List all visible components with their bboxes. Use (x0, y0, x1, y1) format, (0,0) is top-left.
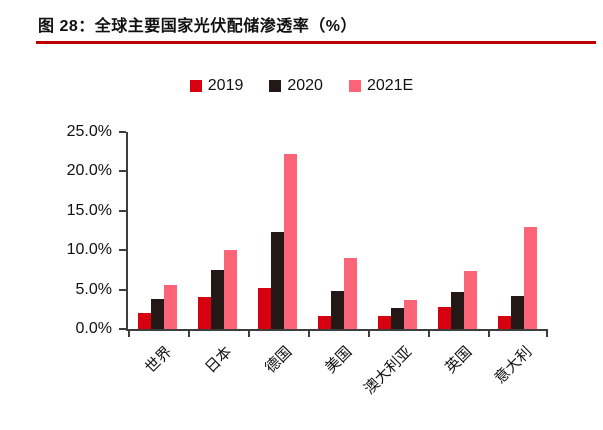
bar-2019-澳大利亚 (378, 316, 391, 329)
legend-swatch-icon (348, 80, 361, 92)
bar-2019-英国 (438, 306, 451, 329)
figure-title: 图 28：全球主要国家光伏配储渗透率（%） (38, 18, 357, 35)
y-axis-tick (119, 328, 126, 330)
legend-item-2019: 2019 (189, 77, 244, 95)
x-axis-category-label: 德国 (262, 343, 296, 377)
bar-2021E-德国 (284, 154, 297, 329)
legend-label: 2020 (287, 77, 323, 94)
x-axis-category-label: 澳大利亚 (360, 343, 416, 398)
title-underline-rule (36, 41, 596, 44)
bar-2019-日本 (198, 297, 211, 329)
bar-2021E-世界 (164, 284, 177, 329)
y-axis-tick-label: 0.0% (75, 320, 112, 337)
chart-legend: 2019 2020 2021E (0, 76, 603, 96)
x-axis-category-label: 意大利 (491, 343, 536, 388)
y-axis-line (126, 132, 128, 331)
bar-2021E-澳大利亚 (404, 299, 417, 329)
bar-2021E-意大利 (524, 226, 537, 329)
bar-2020-世界 (151, 299, 164, 329)
x-axis-category-label: 美国 (322, 343, 356, 377)
x-axis-tick (188, 331, 190, 337)
x-axis-tick (128, 331, 130, 337)
legend-item-2020: 2020 (269, 77, 323, 95)
bar-2019-美国 (318, 316, 331, 329)
bar-2020-意大利 (511, 295, 524, 329)
legend-label: 2021E (366, 77, 414, 94)
bar-2019-世界 (138, 313, 151, 329)
bar-2019-意大利 (498, 315, 511, 329)
y-axis-tick (119, 209, 126, 212)
legend-swatch-icon (269, 80, 282, 92)
bar-2020-澳大利亚 (391, 307, 404, 329)
legend-swatch-icon (189, 80, 202, 92)
bar-2020-日本 (211, 269, 224, 329)
legend-label: 2019 (207, 77, 244, 94)
y-axis-tick-label: 20.0% (66, 162, 112, 180)
bar-2020-德国 (271, 232, 284, 329)
legend-item-2021E: 2021E (348, 77, 414, 95)
y-axis-tick-label: 5.0% (75, 280, 112, 298)
x-axis-category-label: 日本 (202, 343, 236, 377)
bar-2021E-美国 (344, 258, 357, 329)
x-axis-category-label: 世界 (142, 343, 176, 377)
bar-2020-英国 (451, 291, 464, 329)
bar-2019-德国 (258, 288, 271, 329)
y-axis-tick (119, 249, 126, 252)
y-axis-tick (119, 288, 126, 291)
x-axis-tick (428, 331, 430, 337)
x-axis-tick (546, 331, 548, 337)
bar-2021E-英国 (464, 270, 477, 329)
y-axis-tick-label: 10.0% (66, 241, 112, 259)
y-axis-tick (119, 131, 126, 133)
bar-2021E-日本 (224, 250, 237, 329)
bar-2020-美国 (331, 291, 344, 329)
x-axis-line (126, 329, 548, 331)
x-axis-tick (368, 331, 370, 337)
x-axis-tick (248, 331, 250, 337)
y-axis-tick-label: 25.0% (66, 123, 112, 140)
y-axis-tick-label: 15.0% (66, 201, 112, 219)
x-axis-tick (488, 331, 490, 337)
x-axis-category-label: 英国 (442, 343, 476, 377)
bar-chart-plot-area (119, 131, 548, 337)
y-axis-tick (119, 170, 126, 173)
x-axis-tick (308, 331, 310, 337)
